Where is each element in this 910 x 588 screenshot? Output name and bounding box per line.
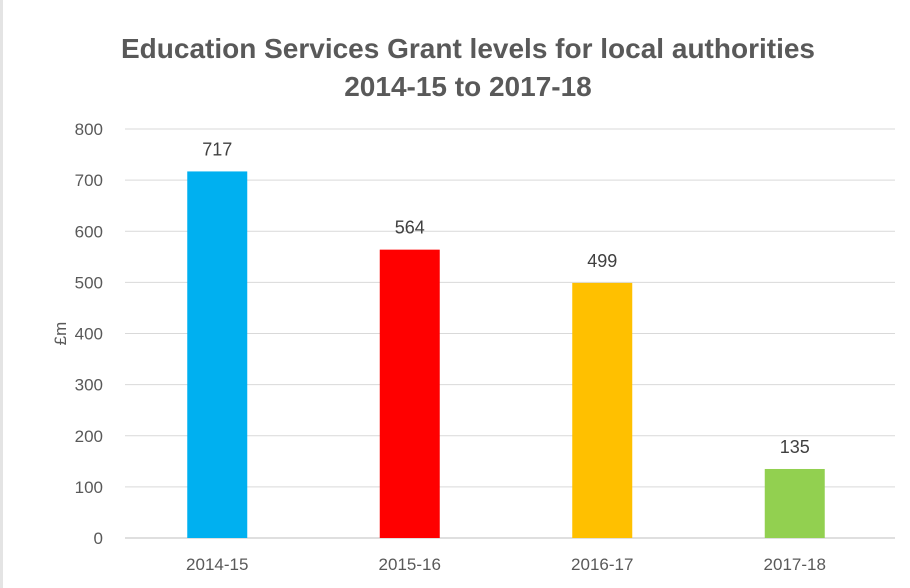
data-label: 564 [395, 218, 425, 238]
x-tick-label: 2015-16 [379, 555, 441, 574]
chart-title-line2: 2014-15 to 2017-18 [344, 71, 592, 102]
y-tick-label: 500 [75, 273, 103, 292]
y-tick-label: 200 [75, 427, 103, 446]
chart-title: Education Services Grant levels for loca… [3, 30, 910, 106]
data-label: 499 [587, 251, 617, 271]
y-tick-label: 400 [75, 325, 103, 344]
data-label: 135 [780, 437, 810, 457]
y-tick-label: 100 [75, 478, 103, 497]
y-axis-title: £m [51, 322, 70, 346]
y-tick-label: 600 [75, 222, 103, 241]
y-tick-label: 700 [75, 171, 103, 190]
y-tick-label: 300 [75, 376, 103, 395]
bar [764, 468, 825, 538]
chart-title-line1: Education Services Grant levels for loca… [120, 33, 815, 64]
y-tick-label: 800 [75, 120, 103, 139]
data-label: 717 [202, 139, 232, 159]
bar [572, 282, 633, 538]
x-tick-label: 2016-17 [571, 555, 633, 574]
bar [379, 249, 440, 538]
x-tick-label: 2014-15 [186, 555, 248, 574]
y-tick-label: 0 [94, 529, 103, 548]
x-tick-label: 2017-18 [764, 555, 826, 574]
bar [187, 171, 248, 538]
